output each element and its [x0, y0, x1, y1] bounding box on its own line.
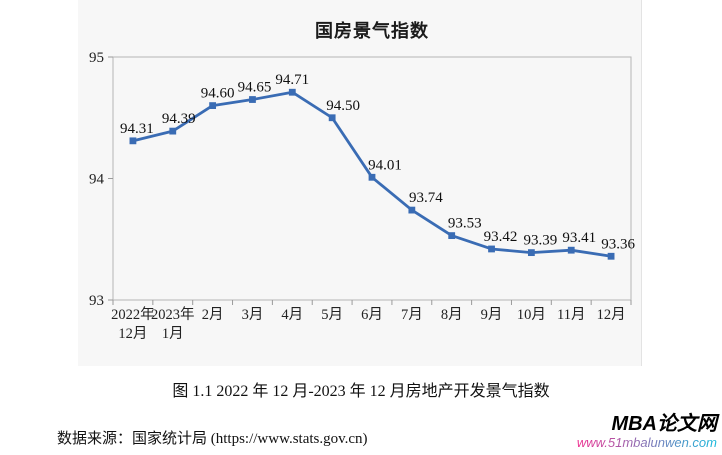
data-point-marker: [288, 88, 296, 96]
x-tick-label: 6月: [361, 307, 383, 323]
data-point-label: 94.31: [120, 121, 154, 137]
data-point-label: 93.53: [448, 216, 482, 232]
data-point-marker: [169, 127, 177, 135]
x-tick-label: 10月: [517, 307, 546, 323]
watermark-brand: MBA论文网: [611, 413, 717, 435]
x-tick-label: 12月: [597, 307, 626, 323]
x-tick-label: 7月: [401, 307, 423, 323]
y-tick-label: 95: [89, 50, 104, 66]
data-point-label: 94.01: [368, 157, 402, 173]
data-point-label: 93.74: [409, 190, 443, 206]
data-point-marker: [567, 246, 575, 254]
x-tick-label: 2023年 1月: [151, 306, 195, 342]
data-point-label: 94.60: [201, 86, 235, 102]
data-point-marker: [249, 96, 256, 103]
data-point-label: 94.71: [275, 72, 309, 88]
data-point-label: 94.50: [326, 98, 360, 114]
figure-background: [78, 0, 642, 366]
data-point-marker: [408, 206, 416, 214]
data-point-label: 93.42: [484, 229, 518, 245]
x-tick-label: 8月: [441, 307, 463, 323]
data-point-marker: [527, 249, 535, 257]
data-point-marker: [129, 137, 137, 145]
data-point-label: 93.41: [562, 230, 596, 246]
data-point-label: 93.36: [601, 236, 635, 252]
data-point-label: 93.39: [524, 233, 558, 249]
x-tick-label: 3月: [242, 307, 264, 323]
x-tick-label: 2月: [202, 307, 224, 323]
data-point-marker: [209, 102, 217, 109]
x-tick-label: 9月: [481, 307, 503, 323]
data-point-label: 94.39: [162, 111, 196, 127]
y-tick-label: 94: [89, 172, 105, 188]
data-point-marker: [488, 245, 495, 253]
figure-caption: 图 1.1 2022 年 12 月-2023 年 12 月房地产开发景气指数: [172, 383, 550, 400]
data-source-text: 数据来源：国家统计局 (https://www.stats.gov.cn): [57, 431, 368, 447]
x-tick-label: 5月: [321, 307, 343, 323]
watermark: MBA论文网 www.51mbalunwen.com: [577, 414, 717, 449]
data-point-label: 94.65: [238, 80, 272, 96]
data-point-marker: [328, 114, 336, 122]
x-tick-label: 2022年 12月: [111, 306, 155, 342]
y-tick-label: 93: [89, 293, 104, 309]
data-point-marker: [448, 232, 456, 240]
data-point-marker: [368, 173, 376, 181]
x-tick-label: 4月: [281, 307, 303, 323]
watermark-url: www.51mbalunwen.com: [576, 435, 717, 450]
data-point-marker: [607, 252, 615, 260]
x-tick-label: 11月: [557, 307, 585, 323]
chart-title: 国房景气指数: [315, 21, 429, 41]
